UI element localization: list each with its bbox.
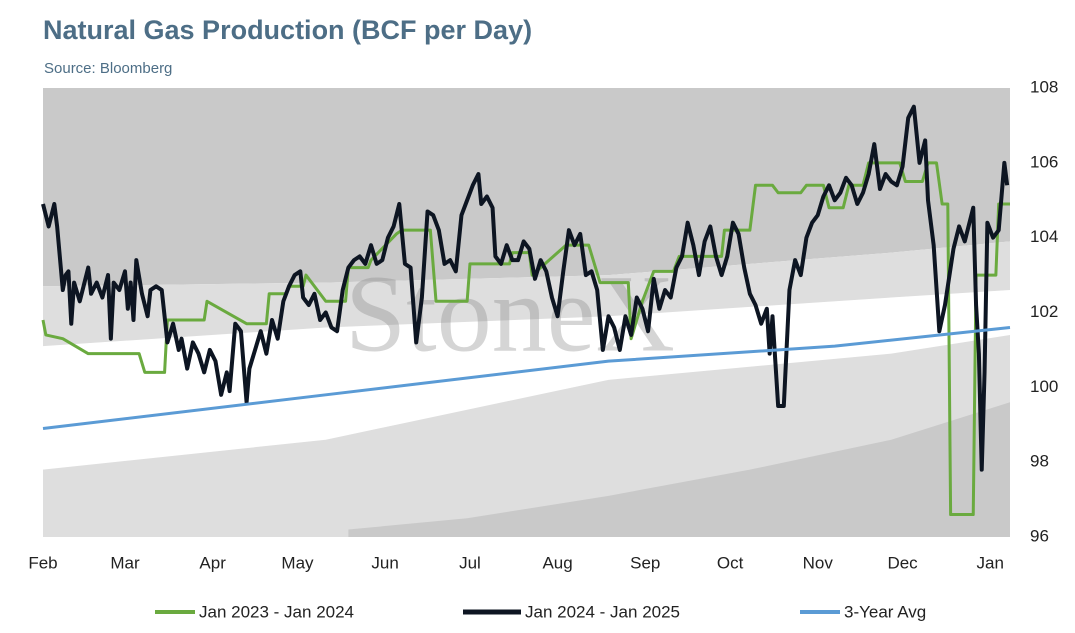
x-tick-label: May	[281, 553, 314, 572]
range-band	[43, 88, 1010, 287]
y-tick-label: 104	[1030, 227, 1058, 246]
range-bands	[43, 88, 1010, 537]
legend-label: Jan 2023 - Jan 2024	[199, 602, 354, 621]
series-line	[41, 161, 1010, 517]
x-tick-label: Mar	[110, 553, 140, 572]
y-tick-label: 106	[1030, 152, 1058, 171]
x-tick-label: Apr	[199, 553, 226, 572]
x-tick-label: Dec	[887, 553, 918, 572]
y-tick-label: 96	[1030, 526, 1049, 545]
chart-title: Natural Gas Production (BCF per Day)	[43, 15, 532, 45]
lines	[41, 104, 1011, 517]
x-tick-label: Jan	[976, 553, 1003, 572]
series-line	[41, 104, 1010, 472]
watermark: StoneX	[345, 252, 675, 374]
y-tick-label: 102	[1030, 302, 1058, 321]
x-tick-label: Nov	[803, 553, 834, 572]
legend-label: 3-Year Avg	[844, 602, 926, 621]
x-tick-label: Jun	[371, 553, 398, 572]
range-band	[348, 402, 1010, 537]
x-tick-label: Sep	[630, 553, 660, 572]
y-tick-label: 100	[1030, 377, 1058, 396]
series-line	[42, 325, 1011, 430]
x-tick-label: Feb	[28, 553, 57, 572]
range-band	[43, 241, 1010, 347]
chart-subtitle: Source: Bloomberg	[44, 60, 172, 77]
y-tick-label: 108	[1030, 77, 1058, 96]
x-tick-label: Oct	[717, 553, 744, 572]
y-tick-label: 98	[1030, 452, 1049, 471]
legend-label: Jan 2024 - Jan 2025	[525, 602, 680, 621]
x-tick-label: Aug	[542, 553, 572, 572]
x-tick-label: Jul	[459, 553, 481, 572]
